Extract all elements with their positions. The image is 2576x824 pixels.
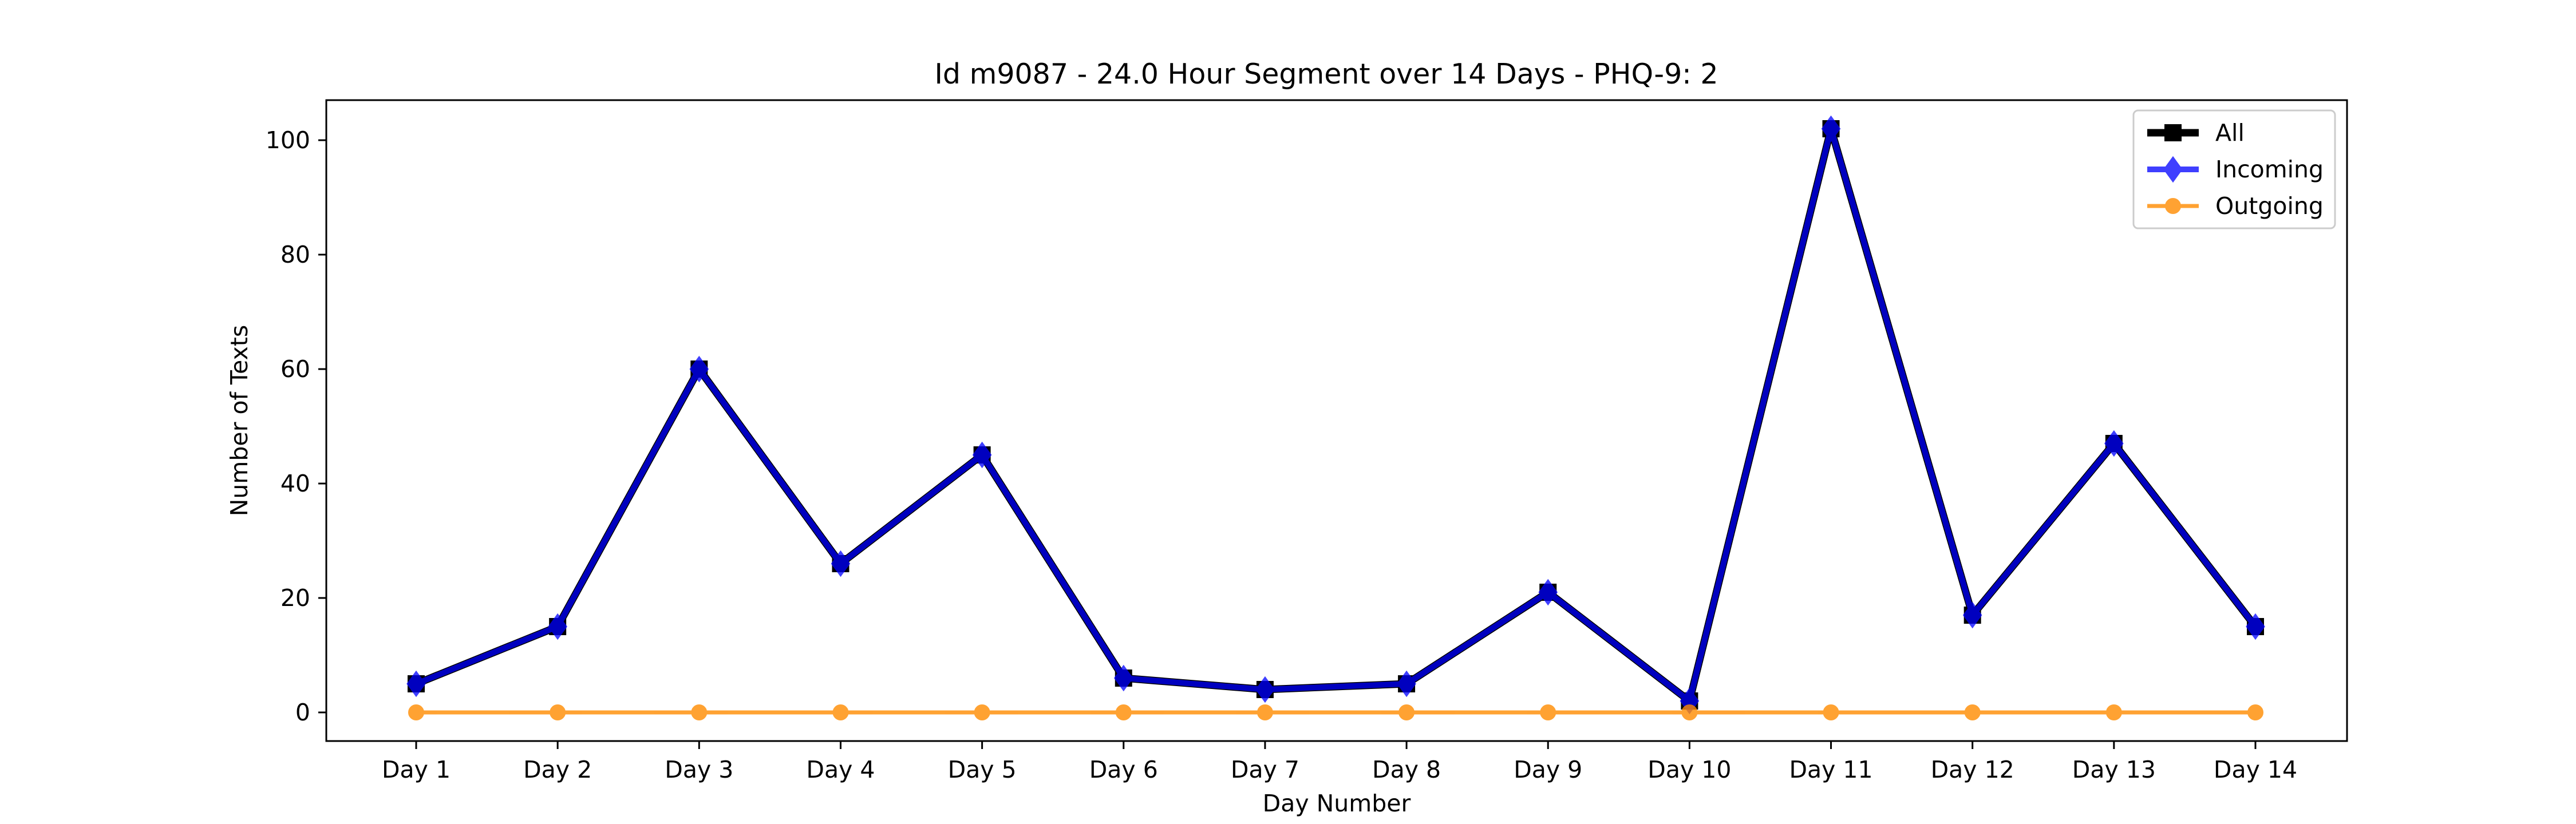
legend-item-outgoing: [2147, 198, 2199, 214]
legend-label: All: [2215, 119, 2245, 146]
legend-items: All Incoming Outgoing: [2147, 119, 2324, 220]
x-tick-label: Day 8: [1372, 756, 1441, 783]
series-layer: [406, 115, 2265, 720]
legend-item-all: [2147, 124, 2199, 141]
data-point-outgoing: [691, 704, 708, 720]
x-tick-label: Day 7: [1231, 756, 1299, 783]
data-point-outgoing: [1540, 704, 1556, 720]
x-tick-label: Day 12: [1931, 756, 2014, 783]
legend-marker: [2165, 198, 2181, 214]
x-tick-label: Day 2: [523, 756, 592, 783]
data-point-incoming: [831, 550, 851, 577]
y-axis: 0 20 40 60 80 100: [266, 126, 326, 726]
x-tick-label: Day 14: [2214, 756, 2297, 783]
data-point-outgoing: [1115, 704, 1132, 720]
series-outgoing: [408, 704, 2263, 720]
y-tick-label: 0: [295, 699, 310, 726]
x-tick-label: Day 3: [665, 756, 733, 783]
y-tick-label: 20: [280, 584, 310, 612]
x-axis-title: Day Number: [1263, 790, 1411, 817]
data-point-outgoing: [1681, 704, 1698, 720]
data-point-outgoing: [1398, 704, 1415, 720]
data-point-outgoing: [1257, 704, 1273, 720]
data-point-outgoing: [832, 704, 849, 720]
data-point-incoming: [1113, 664, 1133, 692]
y-tick-label: 80: [280, 241, 310, 268]
x-tick-label: Day 1: [382, 756, 451, 783]
legend-marker: [2163, 156, 2183, 183]
x-tick-label: Day 4: [806, 756, 875, 783]
y-axis-title: Number of Texts: [226, 325, 253, 517]
legend-marker: [2164, 124, 2182, 141]
data-point-incoming: [689, 355, 709, 383]
y-tick-label: 60: [280, 355, 310, 383]
x-axis: Day 1 Day 2 Day 3 Day 4 Day 5 Day 6 Day 7 Day 8…: [382, 741, 2297, 783]
data-point-incoming: [548, 613, 567, 640]
chart-legend: All Incoming Outgoing: [2132, 109, 2336, 229]
legend-label: Outgoing: [2215, 192, 2324, 220]
data-point-outgoing: [974, 704, 990, 720]
x-tick-label: Day 9: [1514, 756, 1582, 783]
data-point-incoming: [1538, 579, 1558, 606]
data-point-outgoing: [408, 704, 424, 720]
y-tick-label: 40: [280, 470, 310, 497]
series-line-incoming: [413, 126, 2258, 704]
chart-title: Id m9087 - 24.0 Hour Segment over 14 Day…: [934, 58, 1718, 90]
plot-area: Day 1 Day 2 Day 3 Day 4 Day 5 Day 6 Day 7 Day 8…: [266, 99, 2348, 783]
plot-frame: [325, 99, 2348, 742]
data-point-incoming: [406, 670, 426, 698]
data-point-outgoing: [2105, 704, 2122, 720]
x-tick-label: Day 5: [948, 756, 1017, 783]
x-tick-label: Day 13: [2072, 756, 2156, 783]
legend-label: Incoming: [2215, 156, 2324, 183]
x-tick-label: Day 11: [1789, 756, 1872, 783]
data-point-outgoing: [1823, 704, 1839, 720]
x-tick-label: Day 6: [1089, 756, 1158, 783]
data-point-outgoing: [2247, 704, 2263, 720]
data-point-incoming: [1821, 115, 1841, 142]
data-point-incoming: [1962, 601, 1982, 629]
y-tick-label: 100: [266, 126, 310, 154]
series-incoming: [406, 115, 2265, 715]
data-point-incoming: [1255, 676, 1275, 703]
legend-item-incoming: [2147, 156, 2199, 183]
x-tick-label: Day 10: [1647, 756, 1731, 783]
data-point-incoming: [972, 441, 992, 469]
data-point-incoming: [1397, 670, 1416, 698]
legend-frame: [2132, 109, 2336, 229]
data-point-incoming: [2104, 430, 2124, 457]
data-point-incoming: [2246, 613, 2265, 640]
data-point-outgoing: [550, 704, 566, 720]
data-point-outgoing: [1964, 704, 1981, 720]
